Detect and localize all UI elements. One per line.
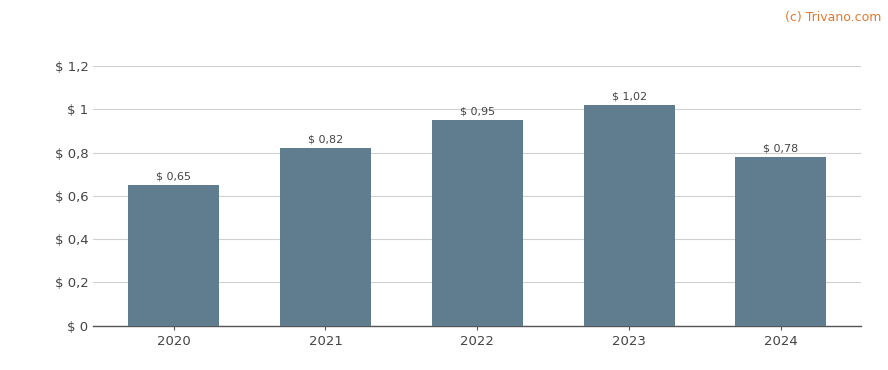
Text: (c) Trivano.com: (c) Trivano.com [784, 11, 881, 24]
Text: $ 0,82: $ 0,82 [308, 135, 343, 145]
Bar [735, 157, 827, 326]
Bar [280, 148, 371, 326]
Bar [432, 120, 523, 326]
Bar [128, 185, 219, 326]
Text: $ 0,78: $ 0,78 [764, 144, 798, 154]
Text: $ 1,02: $ 1,02 [612, 91, 646, 101]
Bar [583, 105, 675, 326]
Text: $ 0,65: $ 0,65 [156, 172, 191, 182]
Text: $ 0,95: $ 0,95 [460, 107, 495, 117]
